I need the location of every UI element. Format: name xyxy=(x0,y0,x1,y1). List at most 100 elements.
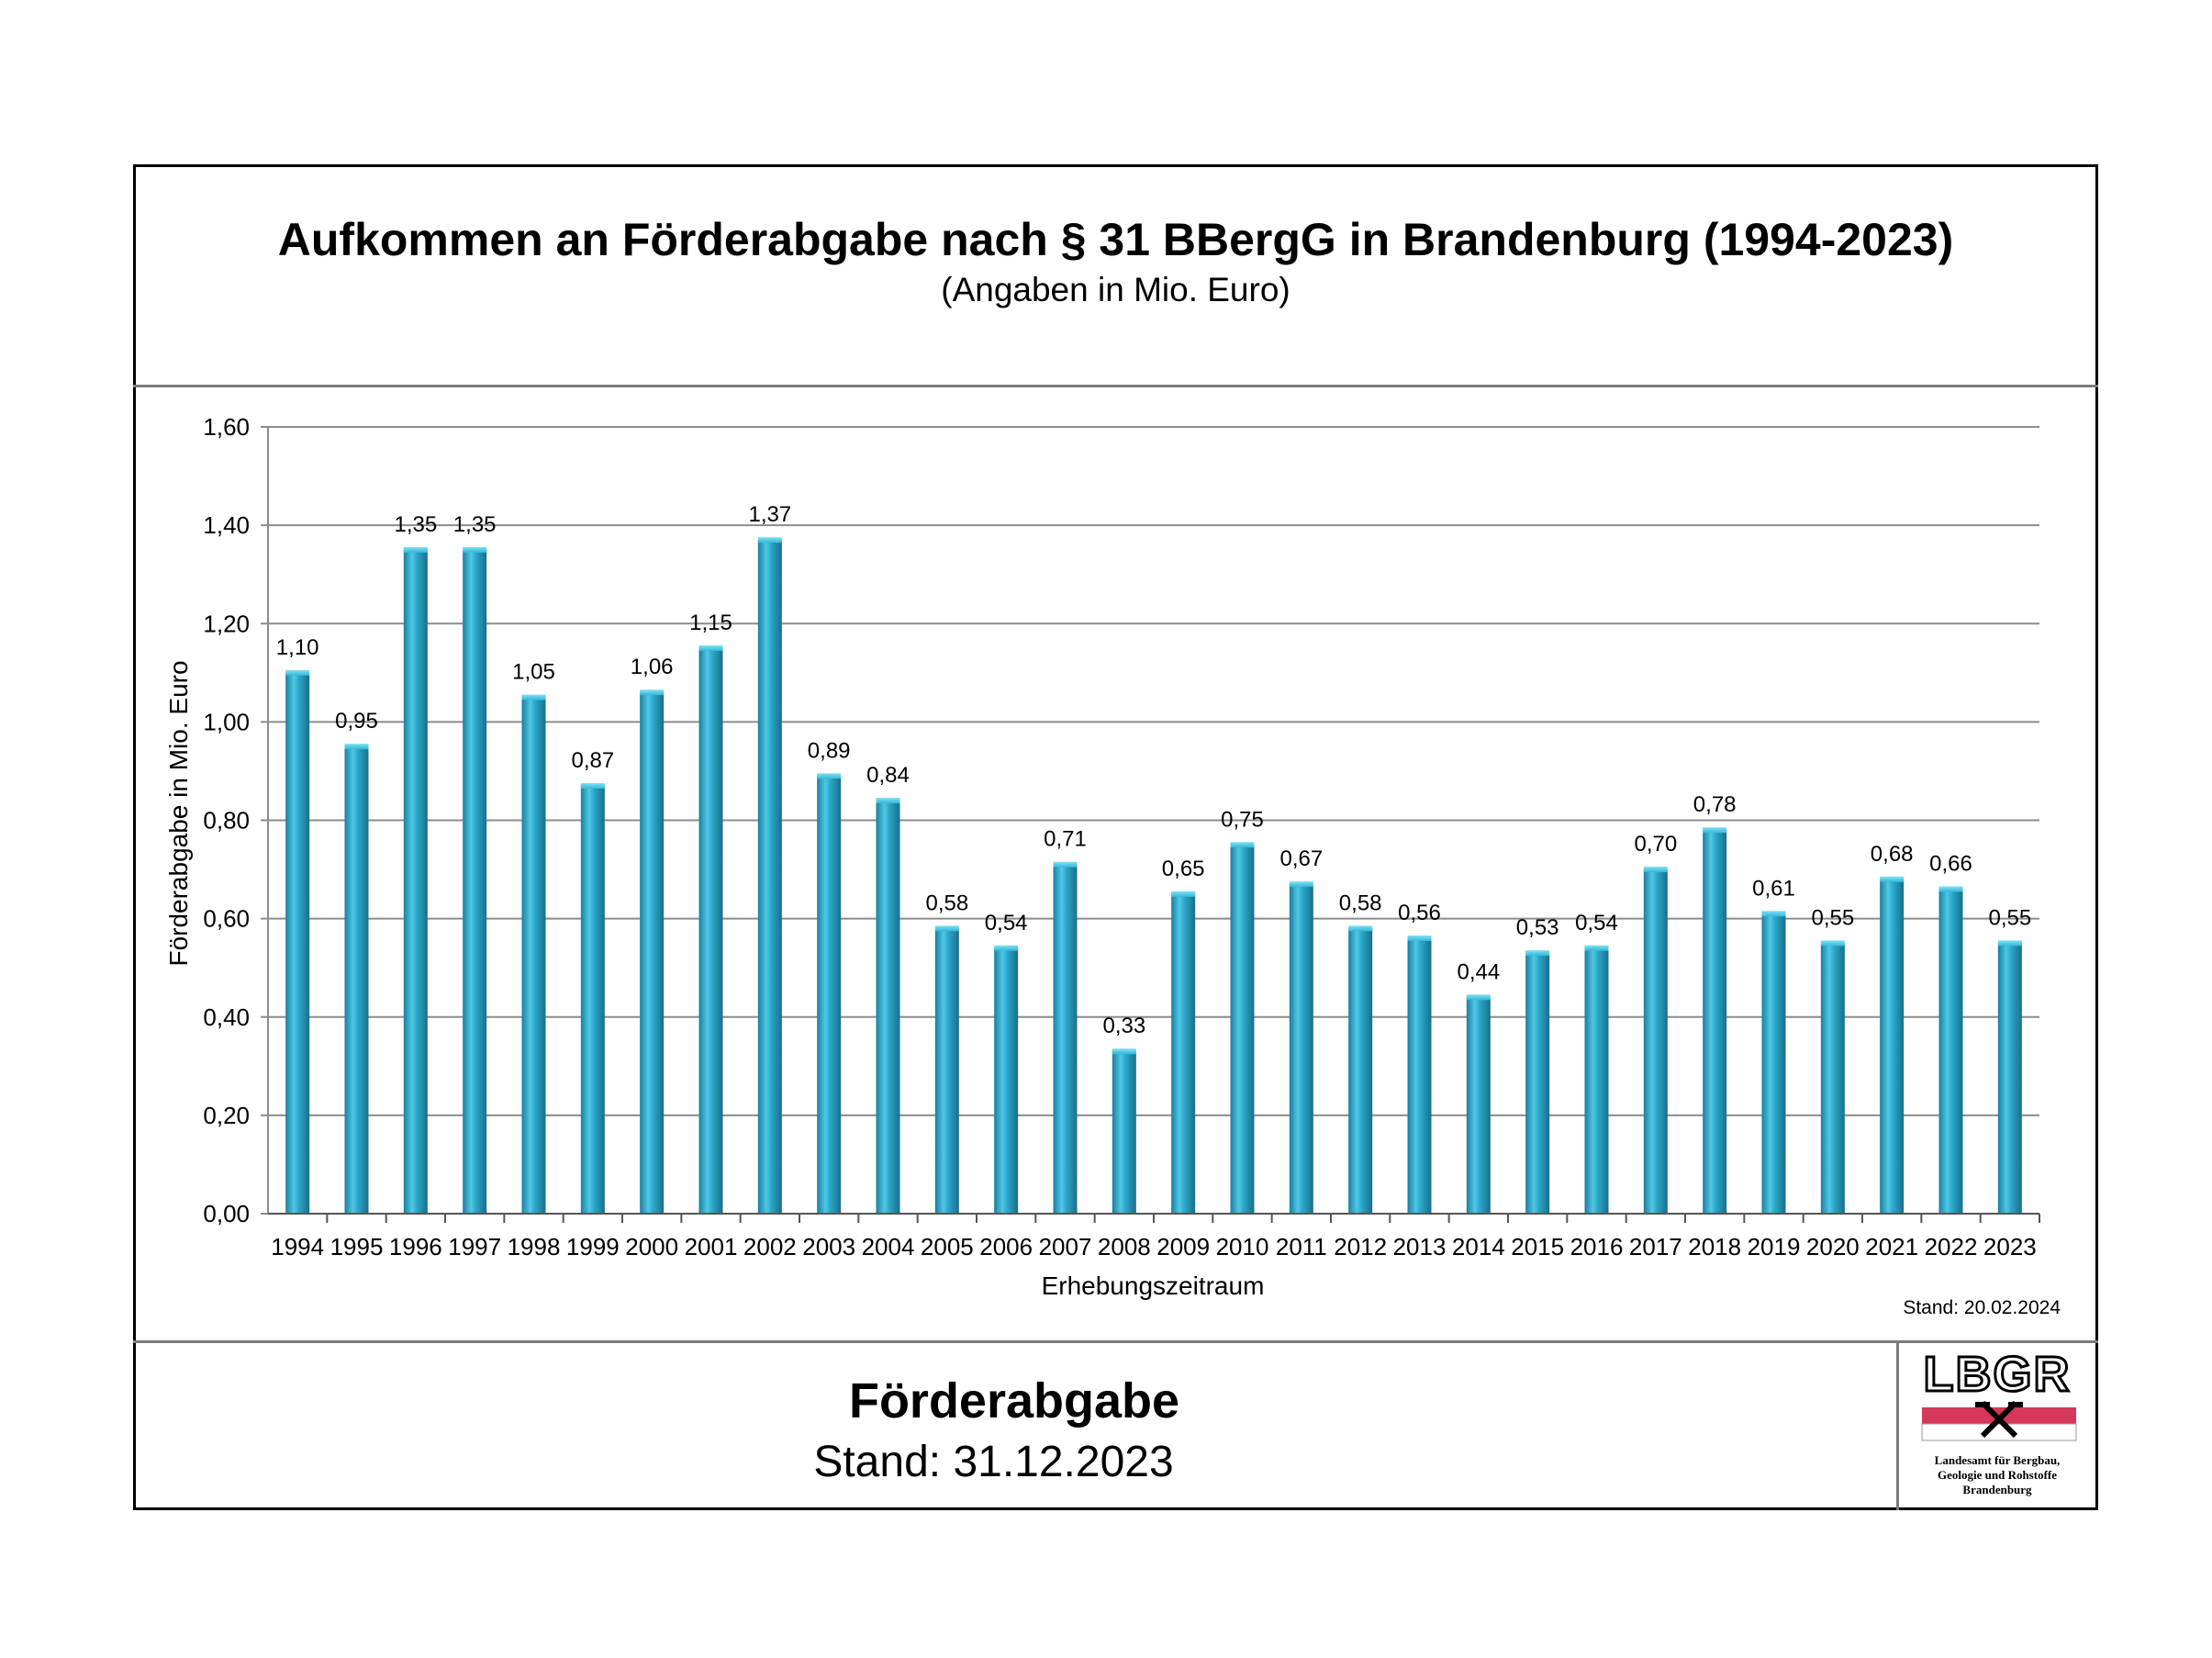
bar-cap xyxy=(1938,886,1963,892)
data-label: 0,65 xyxy=(1162,857,1205,881)
data-label: 1,06 xyxy=(631,655,674,679)
bar xyxy=(1407,938,1432,1214)
logo-box xyxy=(1896,1343,2098,1510)
gridlines xyxy=(261,426,2039,1215)
x-tick-label: 2004 xyxy=(862,1233,915,1260)
data-label: 0,58 xyxy=(1339,891,1382,915)
bar xyxy=(1643,869,1668,1214)
x-tick-label: 1997 xyxy=(448,1233,501,1260)
bar xyxy=(1997,943,2022,1214)
data-label: 0,75 xyxy=(1221,807,1264,832)
x-tick-label: 1995 xyxy=(330,1233,384,1260)
bar xyxy=(994,947,1019,1214)
bar-cap xyxy=(344,744,369,750)
chart-subtitle: (Angaben in Mio. Euro) xyxy=(941,271,1290,308)
data-label: 0,89 xyxy=(808,738,851,763)
y-tick-label: 1,60 xyxy=(203,413,250,441)
bar-cap xyxy=(1703,827,1727,834)
data-label: 0,56 xyxy=(1398,901,1441,925)
logo-tagline-line: Brandenburg xyxy=(1962,1483,2032,1496)
logo-tagline: Landesamt für Bergbau, Geologie und Rohs… xyxy=(1900,1453,2095,1497)
data-label: 0,66 xyxy=(1929,851,1972,876)
x-tick-label: 2022 xyxy=(1925,1233,1978,1260)
bar-cap xyxy=(1643,867,1668,873)
y-tick-label: 0,20 xyxy=(203,1102,250,1129)
bar xyxy=(463,549,487,1214)
bar-cap xyxy=(1820,940,1845,947)
x-tick-label: 2002 xyxy=(743,1233,797,1260)
bar-cap xyxy=(698,645,723,652)
bar-cap xyxy=(580,783,605,790)
bar-cap xyxy=(1584,945,1609,951)
bar xyxy=(1525,953,1550,1214)
data-label: 0,55 xyxy=(1988,905,2031,930)
data-label: 1,37 xyxy=(748,502,791,527)
data-label: 0,61 xyxy=(1752,876,1795,901)
data-label: 1,35 xyxy=(394,512,437,537)
bar-cap xyxy=(640,689,665,696)
bar-cap xyxy=(1230,842,1255,848)
data-label: 0,78 xyxy=(1693,792,1737,817)
bar-cap xyxy=(1348,925,1373,932)
x-tick-label: 1994 xyxy=(271,1233,324,1260)
x-tick-label: 2014 xyxy=(1452,1233,1505,1260)
x-tick-label: 2001 xyxy=(685,1233,738,1260)
bar-cap xyxy=(1171,891,1196,897)
x-tick-label: 2012 xyxy=(1334,1233,1387,1260)
logo-tagline-line: Landesamt für Bergbau, xyxy=(1934,1453,2061,1467)
y-tick-label: 1,20 xyxy=(203,610,250,637)
chart-stand-date: Stand: 20.02.2024 xyxy=(1903,1297,2061,1318)
bar-cap xyxy=(817,773,842,779)
bar-cap xyxy=(1466,994,1491,1001)
bar xyxy=(1053,864,1078,1214)
data-label: 0,70 xyxy=(1634,832,1677,857)
bar xyxy=(1761,913,1786,1214)
x-tick-label: 1996 xyxy=(389,1233,442,1260)
bar xyxy=(1466,997,1491,1214)
bar xyxy=(403,549,428,1214)
x-tick-label: 2016 xyxy=(1570,1233,1624,1260)
x-tick-label: 2005 xyxy=(921,1233,974,1260)
y-tick-label: 0,00 xyxy=(203,1200,250,1227)
data-label: 1,05 xyxy=(512,660,555,685)
bar-cap xyxy=(463,546,487,553)
y-tick-label: 1,40 xyxy=(203,511,250,539)
footer-title: Förderabgabe xyxy=(848,1373,1180,1428)
data-label: 0,68 xyxy=(1871,842,1914,867)
footer-divider xyxy=(133,1340,2098,1343)
x-tick-label: 1998 xyxy=(508,1233,561,1260)
bar xyxy=(1703,830,1727,1214)
bar xyxy=(580,786,605,1214)
x-tick-label: 2003 xyxy=(802,1233,855,1260)
bar xyxy=(817,776,842,1214)
x-tick-label: 2019 xyxy=(1748,1233,1801,1260)
bar-cap xyxy=(1053,861,1078,868)
bar xyxy=(1348,928,1373,1214)
y-tick-label: 0,60 xyxy=(203,905,250,933)
data-label: 0,54 xyxy=(1575,911,1618,935)
bar xyxy=(1880,879,1905,1214)
x-tick-label: 2015 xyxy=(1511,1233,1564,1260)
x-tick-label: 2009 xyxy=(1156,1233,1210,1260)
data-label: 0,54 xyxy=(985,911,1028,935)
logo-tagline-line: Geologie und Rohstoffe xyxy=(1938,1468,2057,1482)
data-labels: 1,10 0,95 1,35 1,35 1,05 0,87 1,06 1,15 1,37 0,89… xyxy=(276,502,2031,1038)
y-axis-label: Förderabgabe in Mio. Euro xyxy=(164,660,193,966)
axes: 0,00 0,20 0,40 0,60 0,80 1,00 1,20 1,40 1,60 1994… xyxy=(203,413,2040,1260)
bar xyxy=(876,801,900,1214)
bar xyxy=(344,746,369,1214)
bar xyxy=(757,540,782,1214)
bar xyxy=(1820,943,1845,1214)
bar xyxy=(285,672,310,1214)
footer-stand: Stand: 31.12.2023 xyxy=(813,1438,1174,1486)
bars xyxy=(285,537,2022,1214)
data-label: 0,87 xyxy=(571,748,614,773)
x-tick-label: 2013 xyxy=(1393,1233,1447,1260)
data-label: 0,33 xyxy=(1102,1014,1145,1038)
outer-frame xyxy=(133,164,2098,1510)
bar-cap xyxy=(1112,1048,1136,1055)
bar-cap xyxy=(876,798,900,804)
chart-title: Aufkommen an Förderabgabe nach § 31 BBer… xyxy=(277,214,1954,265)
header-divider xyxy=(133,385,2098,387)
